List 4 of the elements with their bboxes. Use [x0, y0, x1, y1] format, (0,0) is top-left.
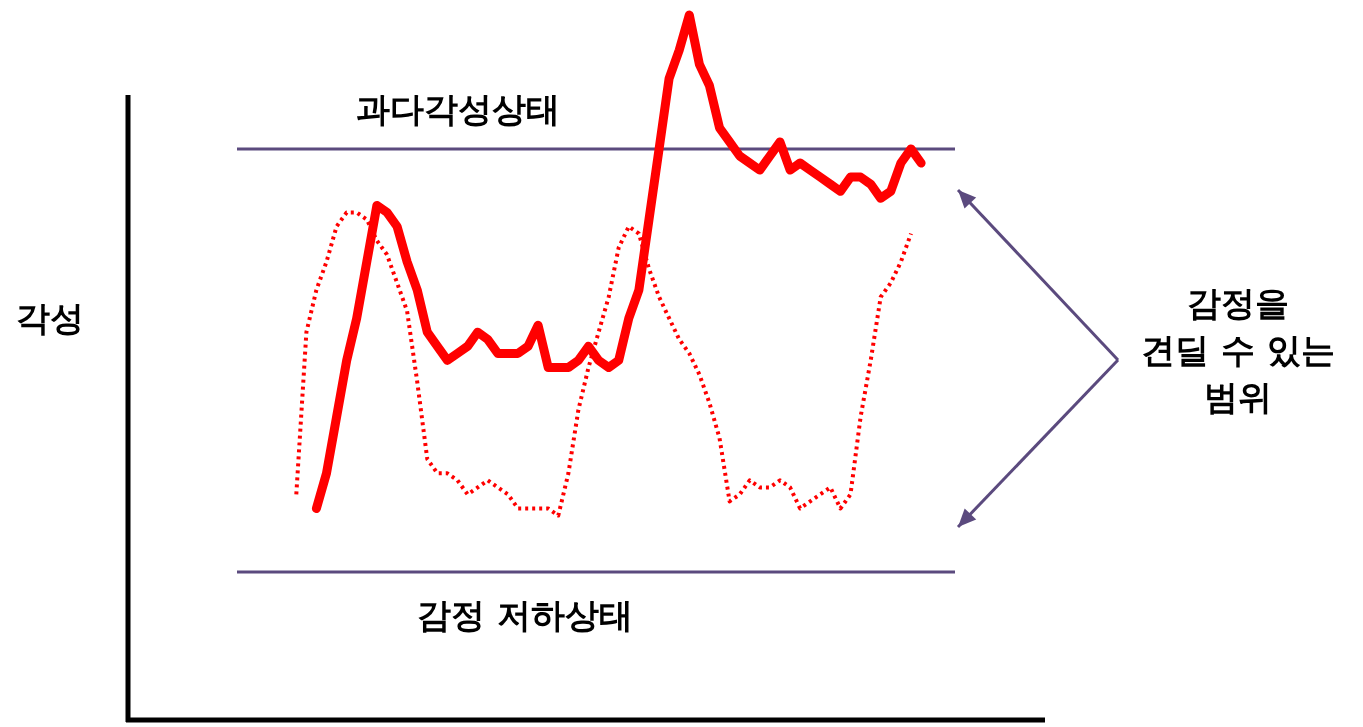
ref-line-label: 과다각성상태 — [356, 88, 560, 129]
ref-line-label: 감정 저하상태 — [417, 594, 633, 635]
y-axis-title: 각성 — [16, 298, 84, 338]
text: 감정을 견딜 수 있는 범위 — [1141, 283, 1335, 417]
